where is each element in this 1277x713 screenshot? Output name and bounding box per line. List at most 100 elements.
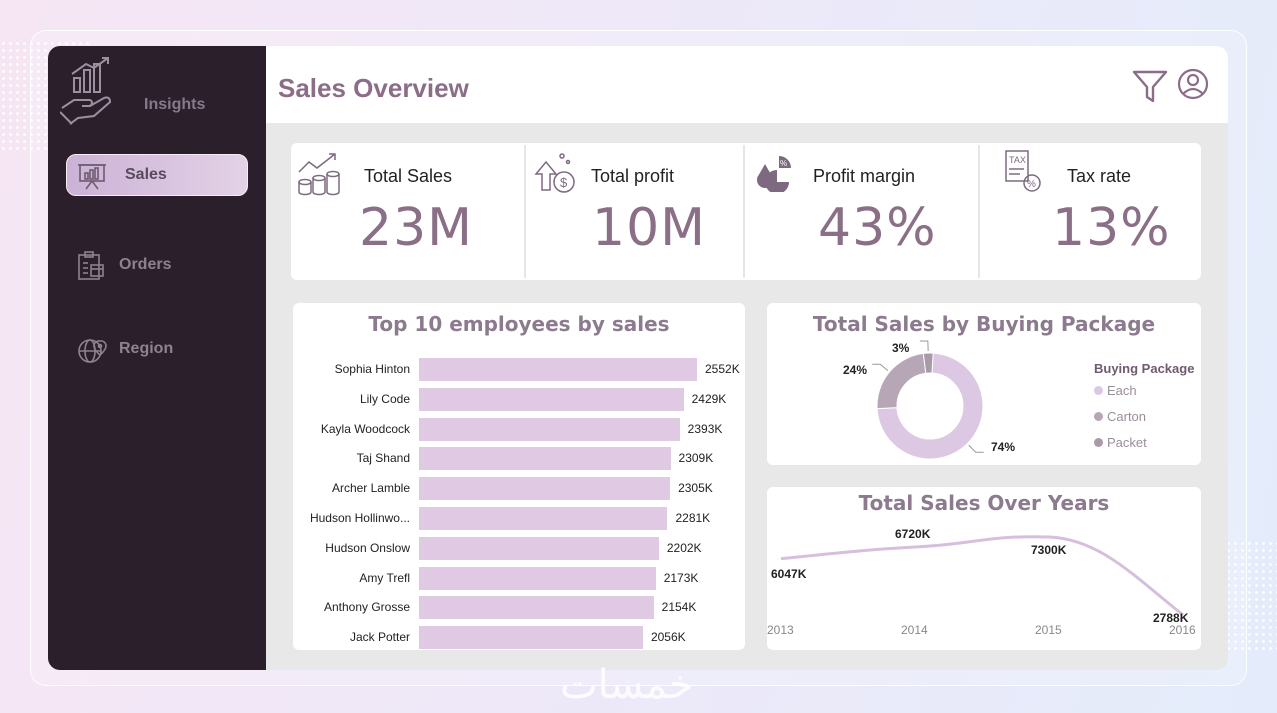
package-donut-chart (872, 340, 984, 460)
employee-name: Jack Potter (349, 630, 410, 645)
years-card: Total Sales Over Years 2013 6047K 2014 6720… (767, 487, 1201, 650)
employee-name: Kayla Woodcock (320, 421, 410, 436)
employee-name: Archer Lamble (331, 481, 410, 496)
donut-slice-packet[interactable] (922, 352, 934, 374)
clipboard-box-icon (78, 251, 104, 280)
card-title: Total Sales by Buying Package (812, 312, 1156, 336)
donut-leader-line (968, 444, 984, 453)
kpi-label: Total Sales (364, 166, 453, 186)
employee-bar[interactable] (419, 447, 671, 471)
employee-bar[interactable] (419, 507, 668, 530)
brand: Insights (60, 56, 260, 132)
legend-item-each[interactable]: Each (1094, 383, 1137, 398)
watermark: خمسات (560, 662, 694, 708)
employee-name: Anthony Grosse (323, 600, 410, 615)
employee-bar[interactable] (419, 477, 671, 501)
employee-bar-value: 2429K (691, 391, 727, 406)
sidebar: Insights Sales Orders Region (48, 46, 266, 670)
employee-bar[interactable] (419, 358, 697, 381)
employee-bar-value: 2173K (663, 570, 699, 585)
presentation-chart-icon (78, 164, 106, 190)
divider (743, 145, 745, 278)
sidebar-item-label: Region (119, 340, 174, 357)
employee-name: Sophia Hinton (334, 362, 410, 376)
employee-bar[interactable] (419, 536, 659, 560)
kpi-row: Total Sales 23M $ Total profit 10M % Pro… (291, 143, 1201, 280)
header: Sales Overview (266, 46, 1228, 123)
kpi-total-sales: Total Sales 23M (291, 143, 524, 280)
employee-bar[interactable] (419, 566, 656, 590)
employees-card: Top 10 employees by sales Sophia Hinton 2… (293, 303, 745, 650)
kpi-profit-margin: % Profit margin 43% (745, 143, 978, 280)
donut-data-label: 74% (991, 440, 1016, 454)
svg-text:TAX: TAX (1009, 155, 1026, 165)
x-tick-label: 2015 (1035, 623, 1062, 637)
kpi-label: Total profit (591, 166, 675, 186)
employee-bar-value: 2305K (678, 481, 713, 496)
data-point-label: 7300K (1031, 543, 1067, 557)
years-line-chart (780, 535, 1184, 617)
svg-text:%: % (1027, 179, 1036, 190)
x-tick-label: 2013 (767, 623, 794, 637)
pie-percent-icon: % (757, 156, 791, 192)
legend-swatch (1094, 386, 1103, 395)
globe-pin-icon (78, 339, 107, 363)
package-card: Total Sales by Buying Package 74% 24% 3% B… (767, 303, 1201, 465)
sidebar-item-orders[interactable]: Orders (66, 244, 248, 286)
employee-name: Amy Trefl (359, 570, 410, 585)
donut-slice-each[interactable] (876, 352, 984, 460)
money-bag-up-icon: $ (534, 153, 575, 193)
legend-item-carton[interactable]: Carton (1094, 409, 1146, 424)
donut-leader-line (919, 340, 929, 352)
kpi-label: Profit margin (813, 166, 916, 186)
data-point-label: 6047K (771, 566, 807, 581)
coins-growth-icon (298, 153, 340, 196)
sidebar-item-label: Sales (125, 166, 167, 183)
data-point-label: 6720K (895, 527, 931, 542)
card-title: Total Sales Over Years (858, 491, 1110, 515)
employee-bar-value: 2393K (687, 421, 723, 436)
employee-bar[interactable] (419, 387, 684, 411)
donut-data-label: 3% (892, 341, 910, 355)
employee-name: Hudson Onslow (325, 540, 410, 555)
divider (524, 145, 526, 278)
page-title: Sales Overview (278, 73, 469, 103)
employee-name: Lily Code (359, 391, 410, 406)
employee-bar-value: 2154K (661, 600, 697, 615)
kpi-value: 10M (592, 198, 707, 258)
employee-bar[interactable] (419, 626, 643, 650)
svg-text:%: % (780, 159, 787, 168)
legend-item-packet[interactable]: Packet (1094, 435, 1147, 450)
tax-document-icon: TAX % (1005, 150, 1041, 192)
data-point-label: 2788K (1153, 611, 1189, 625)
employee-bar-value: 2309K (678, 451, 714, 466)
legend-swatch (1094, 412, 1103, 421)
employee-bar-value: 2202K (666, 540, 702, 555)
employee-bar[interactable] (419, 596, 654, 620)
brand-label: Insights (144, 96, 206, 113)
x-tick-label: 2014 (901, 623, 928, 637)
legend-label: Packet (1107, 435, 1147, 450)
employee-name: Hudson Hollinwo... (309, 511, 410, 525)
employee-bar-value: 2281K (675, 511, 711, 525)
employee-bar[interactable] (419, 417, 680, 441)
kpi-tax-rate: TAX % Tax rate 13% (980, 143, 1201, 280)
donut-slice-carton[interactable] (876, 352, 927, 410)
employee-name: Taj Shand (356, 451, 410, 466)
kpi-total-profit: $ Total profit 10M (526, 143, 743, 280)
legend-swatch (1094, 438, 1103, 447)
legend-title: Buying Package (1094, 361, 1195, 376)
employee-bar-value: 2056K (650, 630, 686, 645)
donut-leader-line (872, 363, 889, 372)
employee-bar-value: 2552K (705, 362, 740, 376)
legend-label: Carton (1107, 409, 1147, 424)
filter-icon[interactable] (1132, 68, 1168, 104)
kpi-value: 13% (1052, 198, 1171, 258)
sidebar-item-region[interactable]: Region (66, 328, 248, 370)
x-tick-label: 2016 (1169, 623, 1196, 637)
donut-data-label: 24% (843, 363, 868, 377)
sales-line[interactable] (780, 535, 1184, 617)
kpi-label: Tax rate (1067, 166, 1132, 186)
user-icon[interactable] (1177, 68, 1209, 100)
sidebar-item-sales[interactable]: Sales (66, 154, 248, 196)
